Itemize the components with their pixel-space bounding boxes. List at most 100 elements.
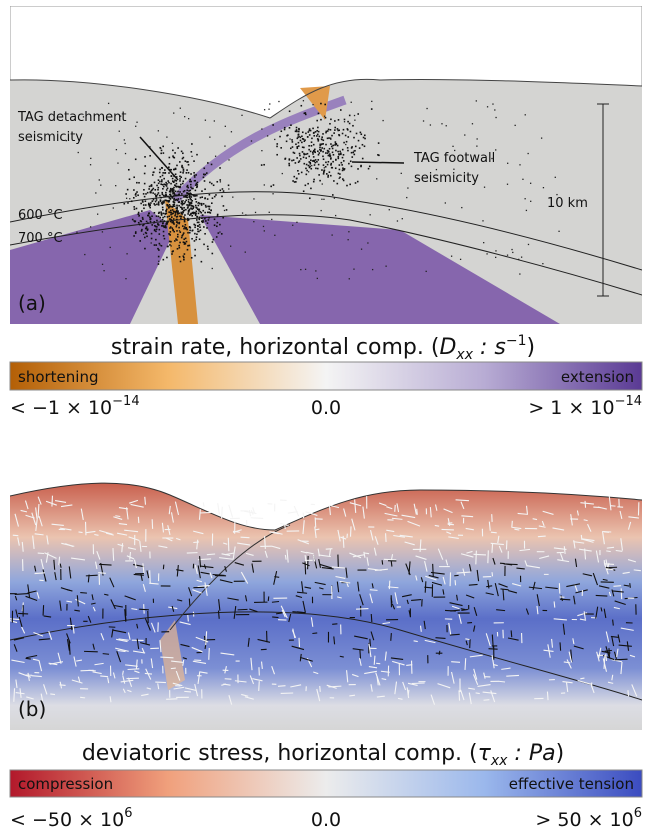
mark — [378, 142, 380, 144]
mark — [193, 160, 195, 162]
mark — [176, 199, 178, 201]
mark — [285, 555, 286, 560]
mark — [313, 160, 315, 162]
mark — [305, 133, 307, 135]
mark — [321, 210, 322, 211]
mark — [160, 197, 162, 199]
mark — [223, 190, 225, 192]
mark — [171, 668, 176, 669]
mark — [180, 108, 181, 109]
mark — [303, 100, 304, 101]
mark — [143, 207, 145, 209]
mark — [135, 193, 137, 195]
mark — [339, 164, 341, 166]
mark — [173, 218, 175, 220]
mark — [190, 192, 192, 194]
mark — [461, 609, 466, 610]
mark — [284, 127, 286, 129]
text: ) — [527, 335, 536, 360]
mark — [293, 176, 295, 178]
mark — [331, 135, 333, 137]
mark — [512, 521, 513, 528]
mark — [176, 219, 178, 221]
mark — [144, 183, 146, 185]
mark — [164, 169, 166, 171]
mark — [205, 206, 207, 208]
mark — [156, 199, 158, 201]
mark — [300, 269, 301, 270]
mark — [289, 127, 291, 129]
mark — [630, 583, 631, 588]
mark — [159, 169, 161, 171]
mark — [144, 196, 146, 198]
mark — [160, 183, 162, 185]
mark — [378, 155, 380, 157]
mark — [59, 685, 65, 686]
mark — [158, 183, 160, 185]
mark — [203, 220, 204, 221]
mark — [205, 205, 207, 207]
mark — [185, 160, 187, 162]
mark — [204, 198, 206, 200]
mark — [174, 152, 176, 154]
mark — [433, 564, 434, 577]
mark — [287, 134, 289, 136]
mark — [145, 228, 147, 230]
mark — [161, 179, 163, 181]
mark — [161, 225, 163, 227]
mark — [337, 183, 339, 185]
mark — [209, 648, 210, 660]
t: > 1 × 10 — [528, 397, 614, 419]
mark — [218, 232, 220, 234]
mark — [512, 252, 513, 253]
mark — [133, 235, 135, 237]
mark — [338, 129, 340, 131]
mark — [295, 143, 297, 145]
colorbar-tick: > 1 × 10−14 — [528, 394, 642, 419]
mark — [186, 169, 188, 171]
mark — [303, 138, 305, 140]
mark — [136, 182, 138, 184]
mark — [168, 166, 170, 168]
mark — [453, 169, 454, 170]
mark — [329, 171, 331, 173]
mark — [472, 123, 473, 124]
mark — [158, 202, 160, 204]
mark — [285, 158, 287, 160]
mark — [138, 212, 140, 214]
mark — [441, 123, 442, 124]
mark — [253, 221, 254, 222]
mark — [161, 167, 163, 169]
mark — [179, 256, 181, 258]
mark — [221, 233, 223, 235]
mark — [310, 151, 312, 153]
mark — [340, 109, 342, 111]
mark — [320, 150, 322, 152]
mark — [146, 235, 148, 237]
mark — [445, 202, 446, 203]
mark — [170, 188, 172, 190]
mark — [216, 236, 218, 238]
mark — [219, 167, 221, 169]
mark — [352, 152, 354, 154]
mark — [184, 243, 186, 245]
mark — [178, 227, 180, 229]
mark — [581, 535, 582, 540]
mark — [560, 642, 561, 650]
mark — [445, 610, 456, 611]
mark — [245, 214, 246, 215]
mark — [172, 143, 173, 144]
mark — [154, 244, 156, 246]
mark — [139, 240, 141, 242]
mark — [185, 228, 187, 230]
mark — [425, 581, 426, 592]
mark — [222, 217, 224, 219]
mark — [186, 189, 188, 191]
mark — [135, 196, 136, 197]
mark — [628, 690, 629, 696]
mark — [158, 212, 160, 214]
mark — [357, 168, 359, 170]
mark — [195, 239, 197, 241]
mark — [530, 183, 531, 184]
mark — [179, 230, 180, 231]
